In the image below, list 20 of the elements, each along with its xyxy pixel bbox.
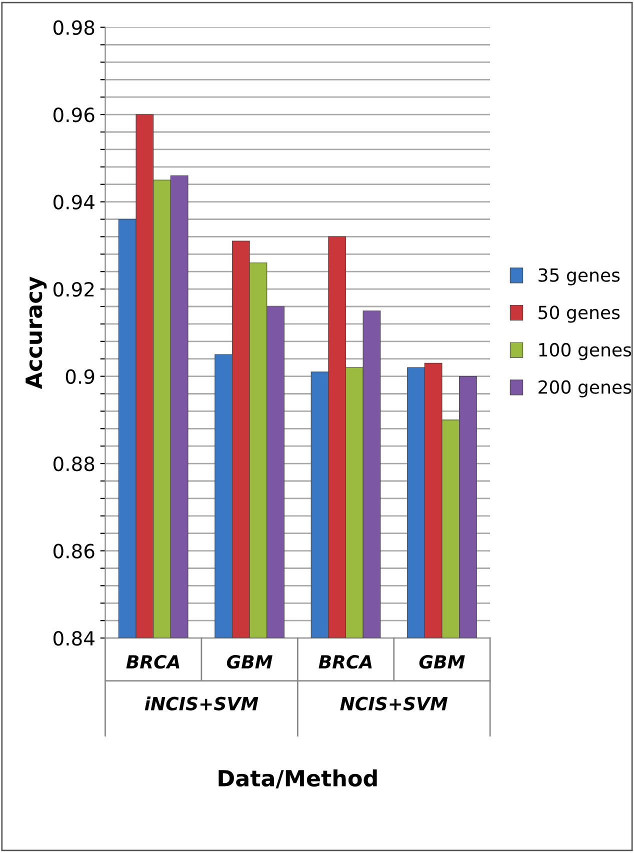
y-axis-title: Accuracy bbox=[26, 276, 47, 390]
y-tick-label: 0.86 bbox=[54, 544, 94, 558]
y-tick-label: 0.9 bbox=[66, 369, 94, 384]
y-tick-label: 0.96 bbox=[54, 108, 94, 122]
x-tick-label: GBM bbox=[419, 655, 465, 669]
y-tick-label: 0.92 bbox=[54, 282, 94, 297]
legend-label: 35 genes bbox=[538, 268, 620, 286]
y-tick-label: 0.98 bbox=[54, 20, 94, 35]
y-tick-label: 0.88 bbox=[54, 456, 94, 472]
y-tick-label: 0.84 bbox=[54, 631, 94, 646]
y-tick-label: 0.94 bbox=[54, 194, 94, 210]
text: NCIS+SVM bbox=[340, 696, 448, 710]
x-axis-title: Data/Method bbox=[218, 769, 377, 788]
text: iNCIS+SVM bbox=[144, 696, 258, 710]
legend-label: 200 genes bbox=[538, 380, 632, 398]
legend-label: 50 genes bbox=[538, 306, 620, 323]
x-tick-label: BRCA bbox=[318, 655, 372, 669]
legend-label: 100 genes bbox=[539, 342, 632, 360]
x-tick-label: BRCA bbox=[126, 655, 180, 669]
x-tick-label: GBM bbox=[226, 655, 272, 669]
